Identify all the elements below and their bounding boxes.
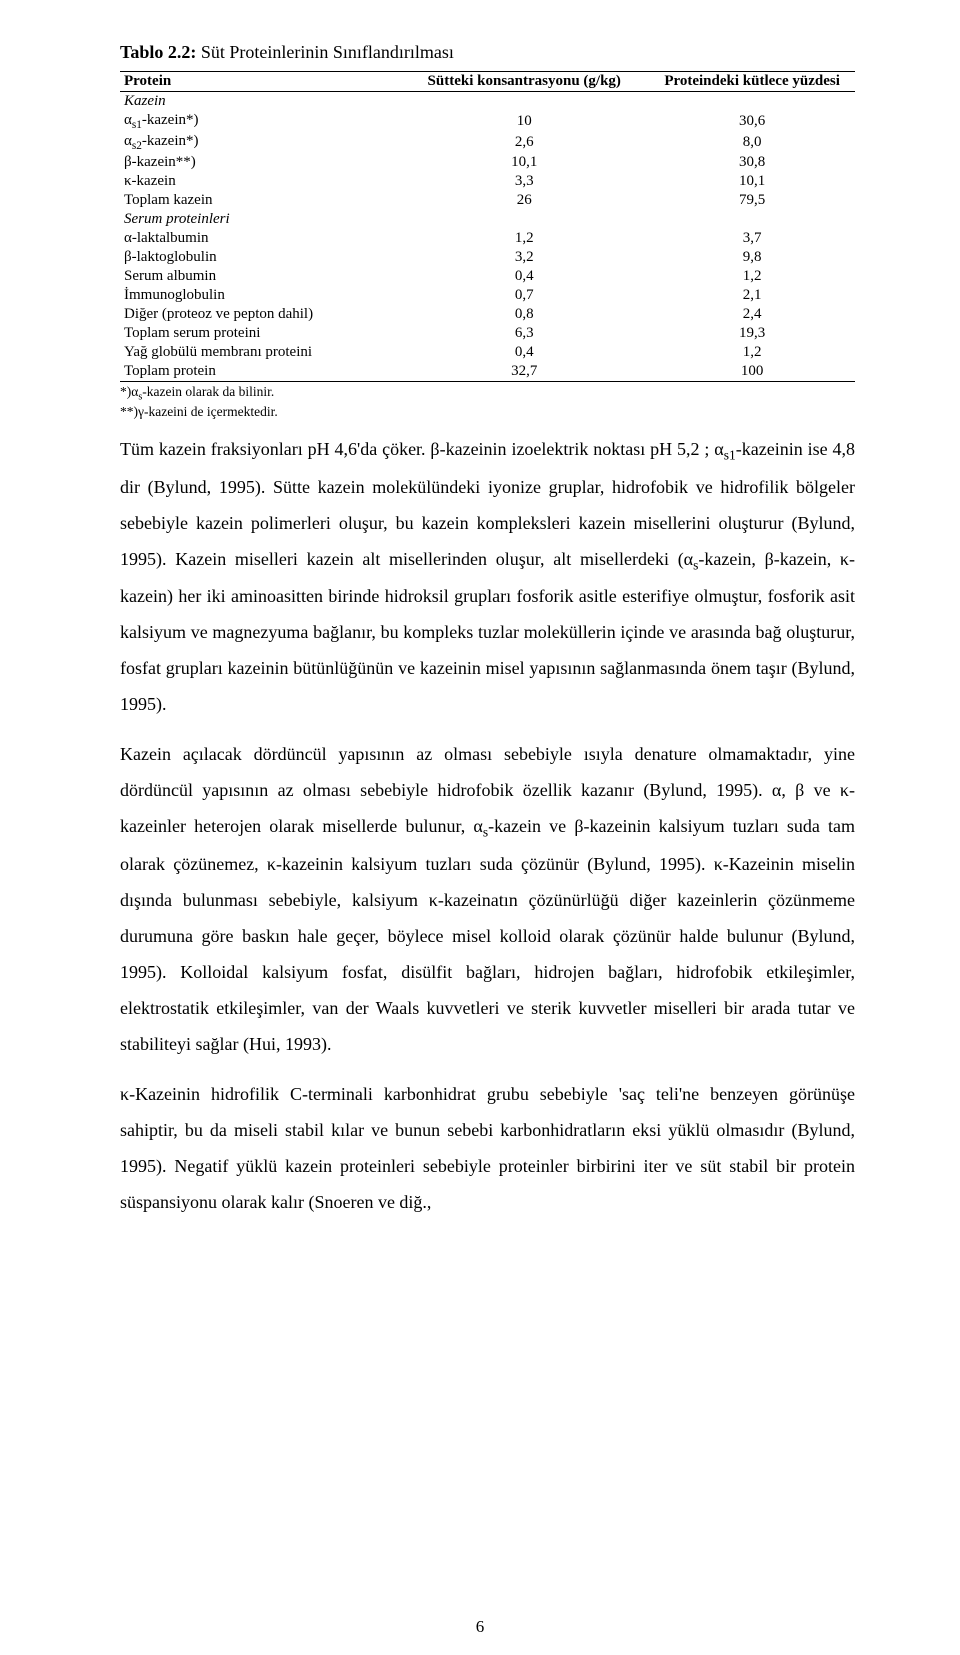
table-row: β-kazein**) 10,1 30,8 <box>120 153 855 172</box>
paragraph-3: κ-Kazeinin hidrofilik C-terminali karbon… <box>120 1076 855 1220</box>
table-row: β-laktoglobulin 3,2 9,8 <box>120 248 855 267</box>
page-number: 6 <box>0 1617 960 1637</box>
table-row: κ-kazein 3,3 10,1 <box>120 172 855 191</box>
col-conc: Sütteki konsantrasyonu (g/kg) <box>399 72 649 92</box>
table-row: İmmunoglobulin 0,7 2,1 <box>120 286 855 305</box>
protein-table: Protein Sütteki konsantrasyonu (g/kg) Pr… <box>120 71 855 382</box>
table-row: Toplam kazein 26 79,5 <box>120 191 855 210</box>
col-pct: Proteindeki kütlece yüzdesi <box>649 72 855 92</box>
table-row: αs2-kazein*) 2,6 8,0 <box>120 132 855 153</box>
table-header-row: Protein Sütteki konsantrasyonu (g/kg) Pr… <box>120 72 855 92</box>
caption-text: Süt Proteinlerinin Sınıflandırılması <box>196 42 453 62</box>
table-row: α-laktalbumin 1,2 3,7 <box>120 229 855 248</box>
table-row: Yağ globülü membranı proteini 0,4 1,2 <box>120 343 855 362</box>
col-protein: Protein <box>120 72 399 92</box>
table-row: Diğer (proteoz ve pepton dahil) 0,8 2,4 <box>120 305 855 324</box>
caption-label: Tablo 2.2: <box>120 42 196 62</box>
table-row: Serum albumin 0,4 1,2 <box>120 267 855 286</box>
table-row: Toplam protein 32,7 100 <box>120 362 855 382</box>
table-row: αs1-kazein*) 10 30,6 <box>120 111 855 132</box>
section-serum: Serum proteinleri <box>120 210 855 229</box>
paragraph-1: Tüm kazein fraksiyonları pH 4,6'da çöker… <box>120 431 855 722</box>
table-row: Toplam serum proteini 6,3 19,3 <box>120 324 855 343</box>
paragraph-2: Kazein açılacak dördüncül yapısının az o… <box>120 736 855 1062</box>
section-kazein: Kazein <box>120 92 855 112</box>
table-footnotes: *)αs-kazein olarak da bilinir. **)γ-kaze… <box>120 384 855 421</box>
table-caption: Tablo 2.2: Süt Proteinlerinin Sınıflandı… <box>120 42 855 63</box>
